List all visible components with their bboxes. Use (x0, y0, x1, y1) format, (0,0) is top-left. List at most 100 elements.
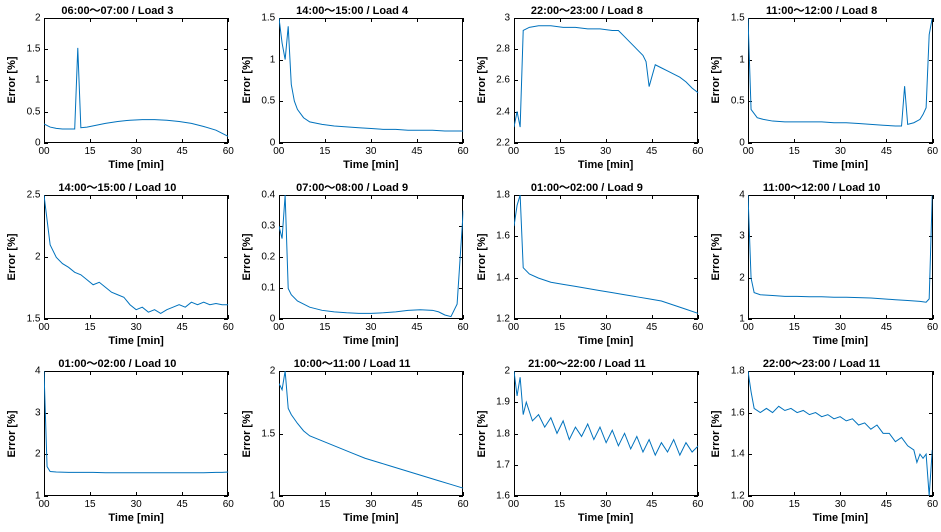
y-tick (224, 80, 228, 81)
y-tick (929, 496, 933, 497)
x-tick-label: 30 (600, 322, 611, 333)
x-tick (136, 315, 137, 319)
x-tick (325, 492, 326, 496)
y-tick (224, 371, 228, 372)
x-tick-label: 15 (85, 499, 96, 510)
y-tick (694, 402, 698, 403)
figure: 06:00～07:00 / Load 3Error [%]Time [min]0… (0, 0, 941, 532)
x-tick (560, 492, 561, 496)
x-tick (325, 371, 326, 375)
y-tick-label: 1.7 (496, 459, 510, 470)
y-tick (459, 371, 463, 372)
y-tick (44, 496, 48, 497)
x-tick (371, 492, 372, 496)
x-tick (606, 139, 607, 143)
x-tick (371, 315, 372, 319)
y-tick-label: 1 (739, 314, 745, 325)
x-tick-label: 60 (223, 322, 234, 333)
x-axis-label: Time [min] (578, 512, 633, 524)
x-tick (182, 371, 183, 375)
x-tick-label: 60 (457, 146, 468, 157)
axes (514, 195, 698, 320)
x-tick-label: 30 (600, 146, 611, 157)
subplot-panel: 01:00～02:00 / Load 10Error [%]Time [min]… (2, 355, 233, 530)
y-tick (748, 60, 752, 61)
x-tick (794, 492, 795, 496)
x-tick (90, 195, 91, 199)
y-tick-label: 2.4 (496, 106, 510, 117)
subplot-panel: 11:00～12:00 / Load 10Error [%]Time [min]… (706, 179, 937, 354)
x-tick (698, 492, 699, 496)
x-tick (182, 18, 183, 22)
y-tick-label: 0.4 (261, 189, 275, 200)
subplot-panel: 01:00～02:00 / Load 9Error [%]Time [min]0… (472, 179, 703, 354)
x-tick (417, 492, 418, 496)
x-tick-label: 45 (411, 146, 422, 157)
y-tick-label: 0.5 (261, 96, 275, 107)
x-tick (933, 315, 934, 319)
x-tick (840, 18, 841, 22)
y-tick (694, 278, 698, 279)
x-axis-label: Time [min] (343, 512, 398, 524)
y-tick (224, 112, 228, 113)
axes (748, 371, 932, 496)
x-tick-label: 60 (927, 499, 938, 510)
y-tick-label: 1.6 (496, 231, 510, 242)
x-tick (325, 18, 326, 22)
y-tick (459, 319, 463, 320)
y-tick-label: 0.5 (731, 96, 745, 107)
y-tick-label: 1 (270, 54, 276, 65)
y-axis-label: Error [%] (710, 410, 722, 457)
x-tick (90, 139, 91, 143)
x-tick (794, 195, 795, 199)
y-tick-label: 0 (270, 314, 276, 325)
x-tick (463, 139, 464, 143)
x-tick (698, 195, 699, 199)
subplot-grid: 06:00～07:00 / Load 3Error [%]Time [min]0… (0, 0, 941, 532)
y-tick-label: 1.8 (496, 189, 510, 200)
y-tick (279, 60, 283, 61)
x-tick (463, 371, 464, 375)
y-tick-label: 1.6 (731, 407, 745, 418)
x-tick (371, 139, 372, 143)
x-tick-label: 60 (223, 146, 234, 157)
x-tick-label: 45 (177, 146, 188, 157)
y-tick (44, 371, 48, 372)
y-tick-label: 1 (35, 490, 41, 501)
y-tick (694, 434, 698, 435)
y-tick (44, 18, 48, 19)
y-tick-label: 1.9 (496, 397, 510, 408)
x-tick (560, 371, 561, 375)
x-tick (463, 492, 464, 496)
x-tick (840, 371, 841, 375)
x-tick (417, 18, 418, 22)
y-tick (748, 101, 752, 102)
x-tick (652, 195, 653, 199)
x-tick (840, 195, 841, 199)
y-axis-label: Error [%] (241, 57, 253, 104)
y-tick (279, 257, 283, 258)
y-tick-label: 0 (739, 137, 745, 148)
x-axis-label: Time [min] (578, 335, 633, 347)
x-tick (560, 315, 561, 319)
y-axis-label: Error [%] (476, 233, 488, 280)
y-tick-label: 1.5 (27, 314, 41, 325)
x-tick (136, 195, 137, 199)
x-tick-label: 15 (85, 322, 96, 333)
x-tick-label: 45 (646, 146, 657, 157)
x-axis-label: Time [min] (813, 335, 868, 347)
y-tick (224, 49, 228, 50)
y-tick-label: 1.4 (731, 449, 745, 460)
y-tick (514, 80, 518, 81)
x-tick (794, 18, 795, 22)
x-tick-label: 30 (365, 499, 376, 510)
y-tick (694, 236, 698, 237)
y-tick (694, 465, 698, 466)
y-tick-label: 2.6 (496, 75, 510, 86)
y-tick (514, 49, 518, 50)
x-tick-label: 45 (411, 322, 422, 333)
y-axis-label: Error [%] (6, 233, 18, 280)
y-tick (929, 454, 933, 455)
x-tick (652, 492, 653, 496)
y-tick-label: 3 (739, 231, 745, 242)
